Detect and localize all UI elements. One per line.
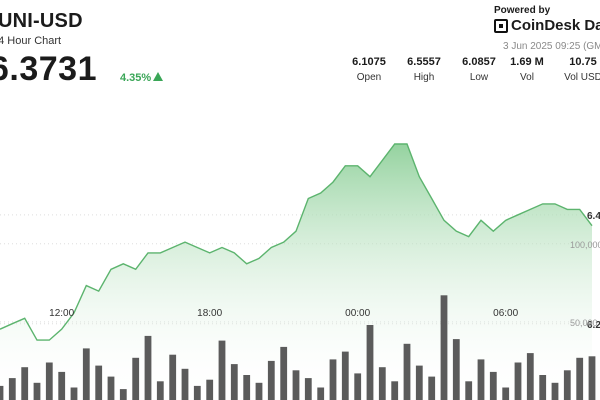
volume-bar [243, 375, 251, 400]
price-series-line [0, 143, 593, 341]
volume-bar [428, 376, 436, 400]
volume-bar [58, 371, 66, 400]
price-tick-label: 6.2 [587, 320, 600, 331]
volume-bar [551, 382, 559, 400]
stat-value: 10.75 [569, 56, 597, 68]
volume-bar [415, 365, 423, 400]
volume-bar [95, 365, 103, 400]
volume-bar [0, 385, 4, 400]
stat-value: 6.1075 [352, 56, 386, 68]
volume-bar [563, 370, 571, 400]
volume-bar [539, 375, 547, 400]
volume-bar [132, 357, 140, 400]
volume-tick-label: 100,000 [570, 240, 600, 250]
volume-bar [21, 367, 29, 400]
price-change: 4.35% [120, 72, 152, 84]
volume-bar [576, 357, 584, 400]
triangle-up-icon [153, 72, 163, 81]
x-tick-label: 00:00 [345, 308, 370, 319]
volume-bar [33, 382, 41, 400]
volume-bar [304, 378, 312, 400]
volume-bar [440, 295, 448, 400]
volume-bar [82, 348, 90, 400]
volume-bar [588, 356, 596, 400]
volume-bar [70, 387, 78, 400]
volume-bar [526, 353, 534, 400]
x-tick-label: 06:00 [493, 308, 518, 319]
price-tick-label: 6.4 [587, 211, 600, 222]
volume-bar [452, 339, 460, 400]
stat-label: Open [356, 72, 382, 83]
volume-tick-label: 50,000 [570, 318, 598, 328]
volume-bar [119, 389, 127, 400]
stat-label: Low [469, 72, 489, 83]
coindesk-logo-icon [494, 19, 508, 33]
volume-bar [169, 354, 177, 400]
volume-bar [255, 382, 263, 400]
volume-bar [378, 367, 386, 400]
stat-low: 6.0857 Low [449, 56, 509, 83]
volume-bar [267, 360, 275, 400]
volume-bar [107, 376, 115, 400]
volume-bar [8, 378, 16, 400]
x-tick-label: 12:00 [49, 308, 74, 319]
stat-value: 6.5557 [407, 56, 441, 68]
volume-bar [403, 343, 411, 400]
volume-bar [341, 351, 349, 400]
volume-bar [45, 362, 53, 400]
stat-label: Vol [520, 72, 534, 83]
timestamp: 3 Jun 2025 09:25 (GMT [503, 41, 600, 52]
stat-label: High [413, 72, 435, 83]
volume-bar [391, 381, 399, 400]
chart-subtitle: 24 Hour Chart [0, 35, 62, 47]
stat-value: 1.69 M [510, 56, 544, 68]
volume-bar [465, 381, 473, 400]
volume-bar [489, 371, 497, 400]
stat-vol-usd: 10.75 Vol USD [553, 56, 600, 83]
volume-bar [329, 359, 337, 400]
volume-bar [144, 335, 152, 400]
volume-bar [156, 381, 164, 400]
powered-by-label: Powered by [494, 5, 551, 16]
volume-bar [317, 387, 325, 400]
stat-value: 6.0857 [462, 56, 496, 68]
stat-label: Vol USD [564, 72, 600, 83]
stat-vol: 1.69 M Vol [497, 56, 557, 83]
volume-bar [206, 379, 214, 400]
stat-high: 6.5557 High [394, 56, 454, 83]
stat-open: 6.1075 Open [339, 56, 399, 83]
volume-bar [292, 370, 300, 400]
volume-bar [218, 340, 226, 400]
current-price: 6.3731 [0, 50, 97, 88]
volume-bar [514, 362, 522, 400]
volume-bar [193, 385, 201, 400]
volume-bar [366, 325, 374, 400]
volume-bar [230, 364, 238, 400]
volume-bar [502, 387, 510, 400]
x-tick-label: 18:00 [197, 308, 222, 319]
pair-title: UNI-USD [0, 10, 83, 32]
volume-bar [280, 346, 288, 400]
brand-name: CoinDesk Data [511, 17, 600, 34]
volume-bar [181, 368, 189, 400]
volume-bar [477, 359, 485, 400]
volume-bar [354, 373, 362, 400]
